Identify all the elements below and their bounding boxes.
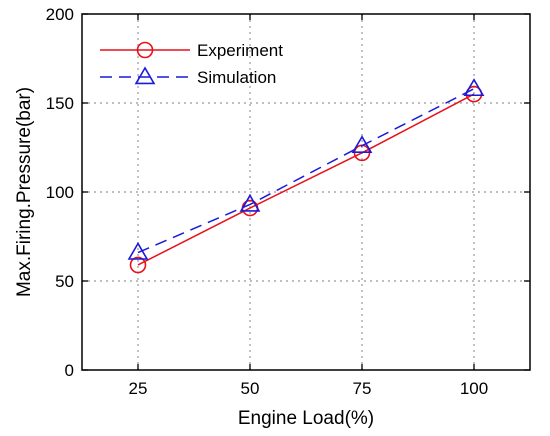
x-axis-title: Engine Load(%)	[238, 408, 374, 429]
legend-item-simulation: Simulation	[100, 66, 276, 87]
x-ticks: 25 50 75 100	[129, 14, 488, 398]
y-tick-label: 50	[55, 272, 74, 291]
x-tick-label: 50	[241, 379, 260, 398]
legend-marker-simulation	[134, 66, 156, 85]
legend-label-experiment: Experiment	[197, 41, 283, 60]
x-tick-label: 75	[353, 379, 372, 398]
legend-label-simulation: Simulation	[197, 68, 276, 87]
x-tick-label: 25	[129, 379, 148, 398]
simulation-marker	[127, 241, 149, 260]
series-layer	[127, 78, 485, 274]
legend-marker-experiment	[136, 41, 154, 59]
y-axis-title: Max.Firing.Pressure(bar)	[14, 87, 35, 297]
simulation-marker	[463, 78, 485, 97]
experiment-line	[137, 93, 475, 266]
x-tick-label: 100	[460, 379, 488, 398]
y-ticks: 0 50 100 150 200	[46, 5, 530, 380]
grid	[82, 14, 530, 370]
y-tick-label: 100	[46, 183, 74, 202]
legend-item-experiment: Experiment	[100, 41, 283, 60]
y-tick-label: 200	[46, 5, 74, 24]
legend: Experiment Simulation	[100, 41, 283, 87]
y-tick-label: 150	[46, 94, 74, 113]
y-tick-label: 0	[65, 361, 74, 380]
experiment-marker	[129, 256, 147, 274]
series-simulation	[127, 78, 485, 260]
simulation-line	[137, 88, 475, 254]
simulation-marker	[239, 193, 261, 212]
simulation-marker	[351, 135, 373, 153]
series-experiment	[129, 85, 483, 274]
